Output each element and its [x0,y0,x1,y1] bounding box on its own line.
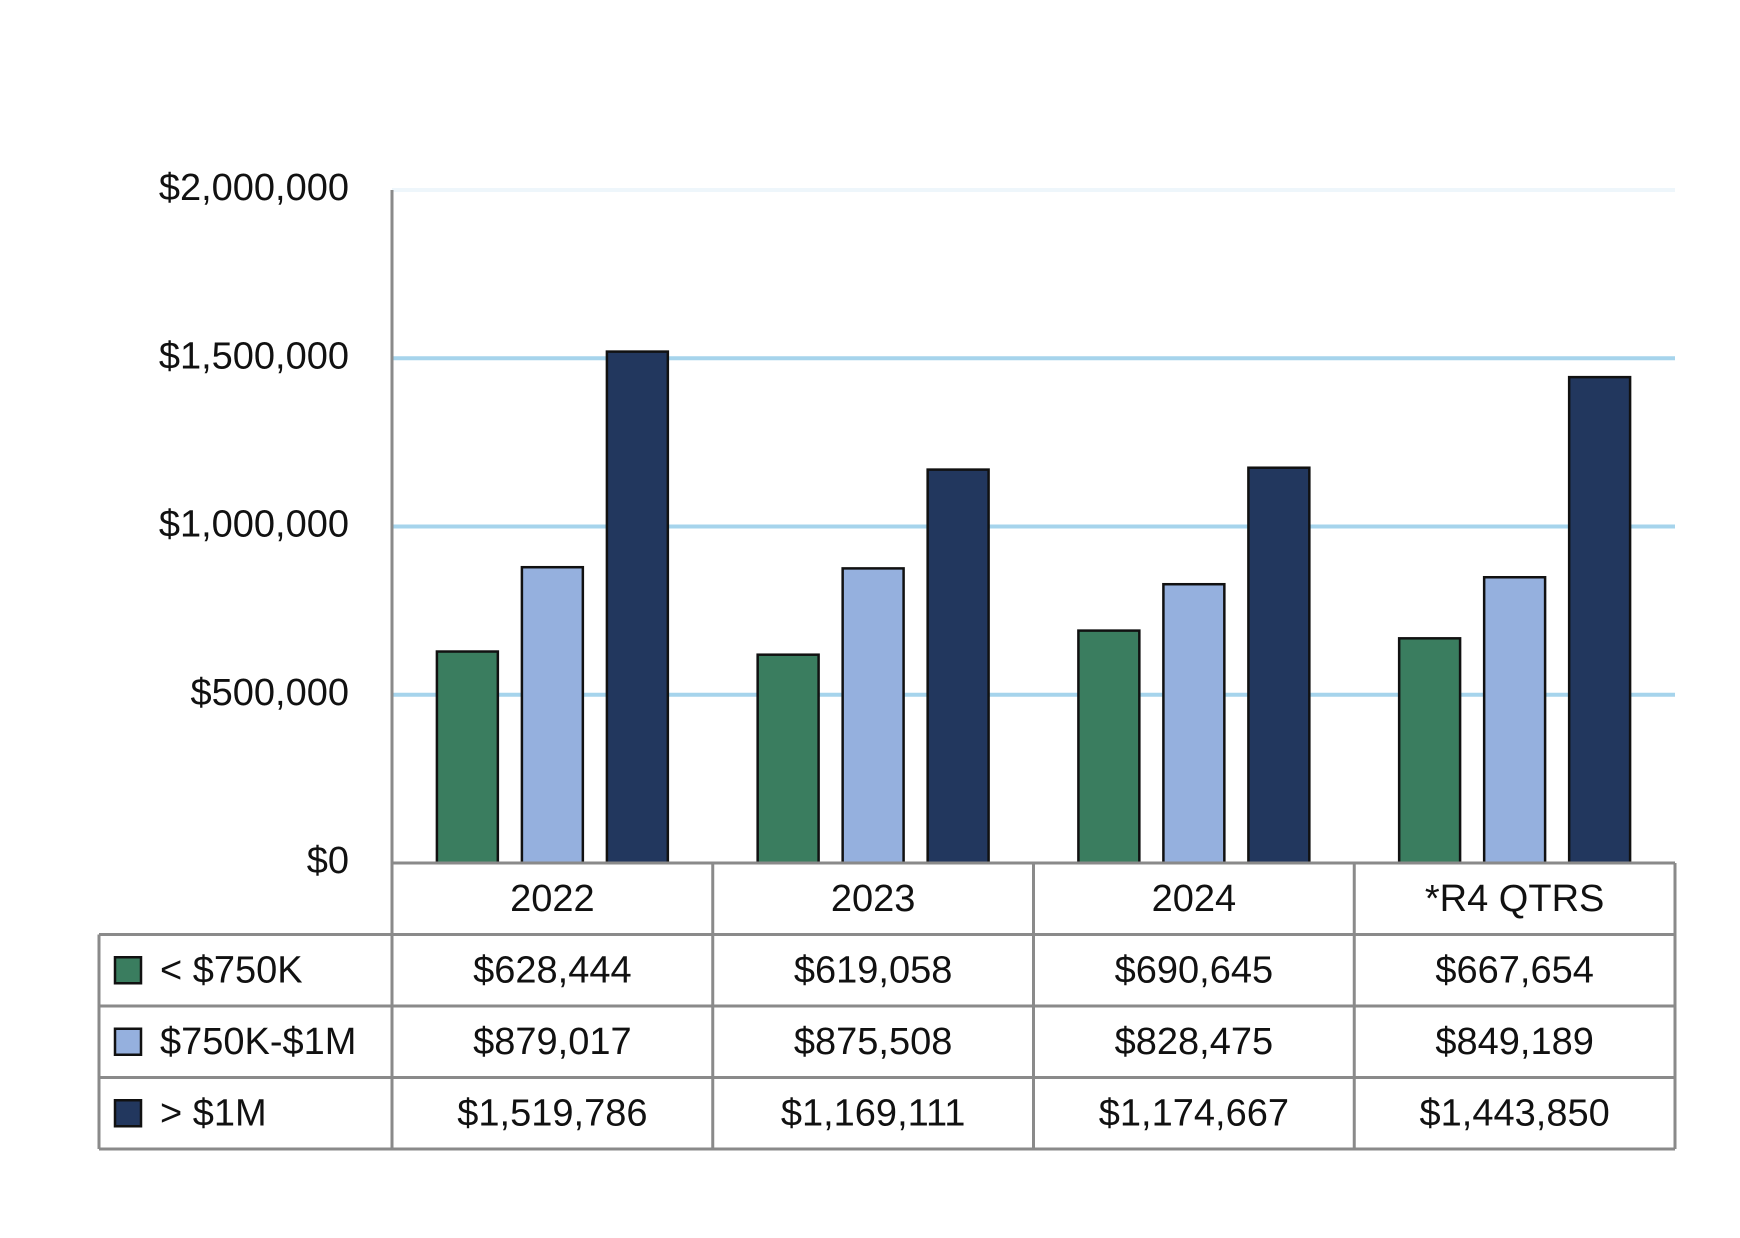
table-value: $828,475 [1115,1021,1274,1063]
bar [841,567,905,865]
table-value: $628,444 [473,949,632,991]
bar [435,650,500,865]
bar [605,350,670,865]
bar [1162,582,1226,865]
legend-swatch [113,956,143,985]
table-value: $1,174,667 [1099,1092,1289,1134]
x-tick-label: 2024 [1152,878,1237,920]
table-value: $875,508 [794,1021,953,1063]
bar [520,565,585,865]
legend-label: < $750K [160,949,303,991]
bar [1482,575,1547,865]
y-tick-label: $1,000,000 [159,504,349,546]
table-value: $1,519,786 [457,1092,647,1134]
legend-swatch [113,1099,143,1128]
x-tick-label: *R4 QTRS [1425,878,1604,920]
bar [926,468,990,865]
y-tick-label: $1,500,000 [159,335,349,377]
y-tick-label: $0 [307,840,349,882]
legend-label: > $1M [160,1092,267,1134]
y-tick-label: $2,000,000 [159,167,349,209]
table-value: $879,017 [473,1021,632,1063]
bar [1247,466,1311,865]
x-tick-label: 2022 [510,878,595,920]
bar [756,653,820,865]
x-tick-label: 2023 [831,878,916,920]
table-value: $1,443,850 [1420,1092,1610,1134]
table-value: $690,645 [1115,949,1274,991]
y-tick-label: $500,000 [191,672,350,714]
table-value: $1,169,111 [781,1092,966,1134]
table-value: $667,654 [1435,949,1594,991]
table-value: $619,058 [794,949,953,991]
bar [1567,375,1632,865]
table-value: $849,189 [1435,1021,1594,1063]
bar [1077,629,1141,865]
bar [1397,637,1462,865]
legend-label: $750K-$1M [160,1021,356,1063]
legend-swatch [113,1027,143,1056]
